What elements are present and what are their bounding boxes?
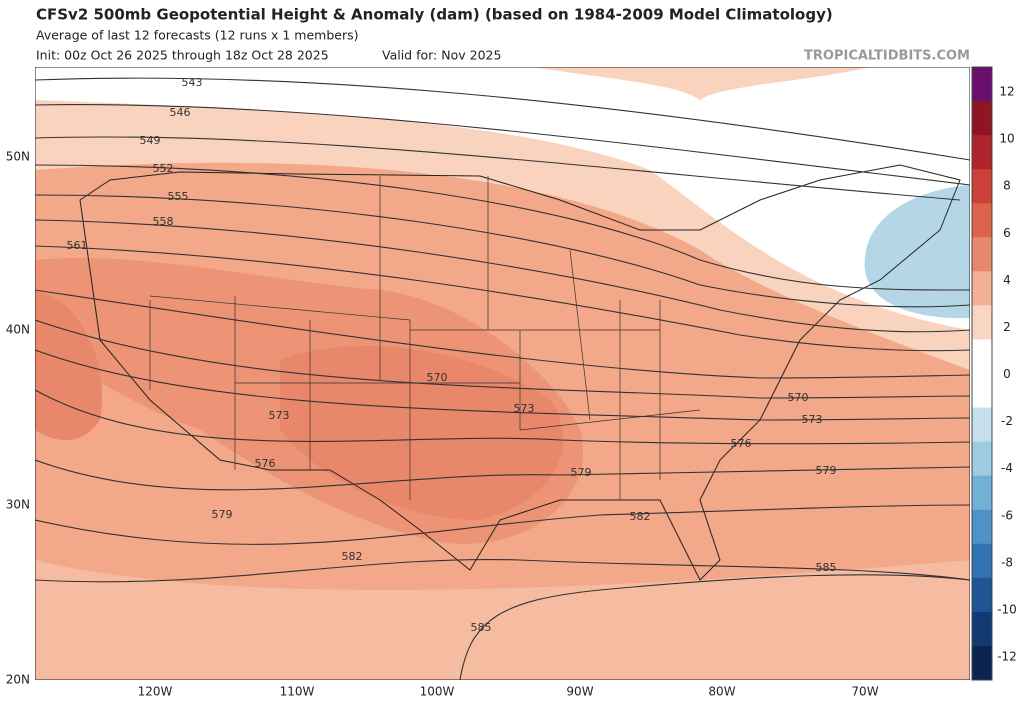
colorbar-band	[972, 509, 992, 545]
contour-label: 552	[153, 162, 174, 175]
valid-time: Valid for: Nov 2025	[382, 48, 501, 63]
colorbar-band	[972, 373, 992, 409]
subtitle: Average of last 12 forecasts (12 runs x …	[36, 28, 358, 43]
lon-label: 100W	[420, 685, 455, 699]
map	[35, 67, 970, 680]
lat-label: 20N	[6, 673, 30, 687]
contour-label: 573	[514, 402, 535, 415]
contour	[35, 77, 970, 161]
contour-label: 561	[67, 239, 88, 252]
colorbar-band	[972, 67, 992, 102]
lat-label: 50N	[6, 150, 30, 164]
lat-label: 40N	[6, 323, 30, 337]
contour-label: 543	[182, 76, 203, 89]
lat-label: 30N	[6, 498, 30, 512]
contour-label: 579	[212, 508, 233, 521]
contour-label: 582	[630, 510, 651, 523]
colorbar-band	[972, 645, 992, 681]
colorbar-band	[972, 237, 992, 272]
contour-label: 585	[471, 621, 492, 634]
colorbar-band	[972, 169, 992, 204]
colorbar-label: -6	[1001, 508, 1013, 522]
contour	[35, 289, 970, 379]
lon-label: 80W	[708, 685, 735, 699]
contour	[35, 104, 970, 186]
colorbar-frame	[971, 66, 993, 681]
contour-label: 579	[571, 466, 592, 479]
site-name: TROPICALTIDBITS.COM	[804, 49, 970, 64]
contour-label: 576	[731, 437, 752, 450]
contour-label: 573	[269, 409, 290, 422]
contour	[35, 136, 961, 201]
colorbar-band	[972, 305, 992, 340]
contour	[35, 558, 970, 583]
contour-label: 546	[170, 106, 191, 119]
colorbar-band	[972, 135, 992, 170]
contour-label: 549	[140, 134, 161, 147]
title: CFSv2 500mb Geopotential Height & Anomal…	[36, 6, 833, 24]
colorbar: 12 10 8 6 4 2 0 -2 -4 -6 -8 -10 -12	[971, 66, 1017, 681]
anomaly-fill	[35, 67, 970, 330]
colorbar-label: 6	[1003, 226, 1011, 240]
colorbar-band	[972, 203, 992, 238]
anomaly-fill	[35, 560, 970, 680]
coastline	[79, 164, 961, 581]
colorbar-band	[972, 543, 992, 579]
state-borders	[149, 176, 701, 500]
colorbar-label: 4	[1003, 273, 1011, 287]
colorbar-label: -12	[997, 650, 1017, 664]
colorbar-label: -10	[997, 602, 1017, 616]
colorbar-band	[972, 101, 992, 136]
contour	[35, 349, 970, 421]
anomaly-fill	[864, 185, 970, 319]
colorbar-label: 0	[1003, 367, 1011, 381]
anomaly-fill	[35, 290, 102, 440]
anomaly-fill	[530, 67, 870, 100]
contour-label: 570	[427, 371, 448, 384]
contour	[35, 504, 970, 545]
colorbar-label: -2	[1001, 414, 1013, 428]
contour	[35, 389, 970, 445]
colorbar-band	[972, 577, 992, 613]
contour-label: 579	[816, 464, 837, 477]
contour	[459, 574, 970, 680]
contour-label: 558	[153, 215, 174, 228]
contour	[35, 245, 970, 352]
colorbar-band	[972, 339, 992, 374]
contour-label: 570	[788, 391, 809, 404]
colorbar-label: 8	[1003, 179, 1011, 193]
contour-label: 555	[168, 190, 189, 203]
colorbar-band	[972, 407, 992, 443]
colorbar-band	[972, 611, 992, 647]
colorbar-label: 2	[1003, 320, 1011, 334]
contour-label: 576	[255, 457, 276, 470]
colorbar-label: -4	[1001, 461, 1013, 475]
colorbar-label: -8	[1001, 555, 1013, 569]
lon-label: 110W	[280, 685, 315, 699]
contour	[35, 459, 970, 491]
init-time: Init: 00z Oct 26 2025 through 18z Oct 28…	[36, 48, 329, 63]
contour-label: 573	[802, 413, 823, 426]
contour-label: 582	[342, 550, 363, 563]
contour	[35, 219, 970, 333]
colorbar-label: 12	[999, 85, 1014, 99]
lon-label: 120W	[138, 685, 173, 699]
contour-label: 585	[816, 561, 837, 574]
colorbar-band	[972, 475, 992, 511]
lon-label: 90W	[566, 685, 593, 699]
colorbar-band	[972, 271, 992, 306]
contour	[35, 164, 970, 291]
colorbar-band	[972, 441, 992, 477]
contour	[35, 319, 970, 399]
lon-label: 70W	[851, 685, 878, 699]
anomaly-fill	[280, 345, 564, 520]
colorbar-label: 10	[999, 132, 1014, 146]
contour	[35, 194, 970, 308]
